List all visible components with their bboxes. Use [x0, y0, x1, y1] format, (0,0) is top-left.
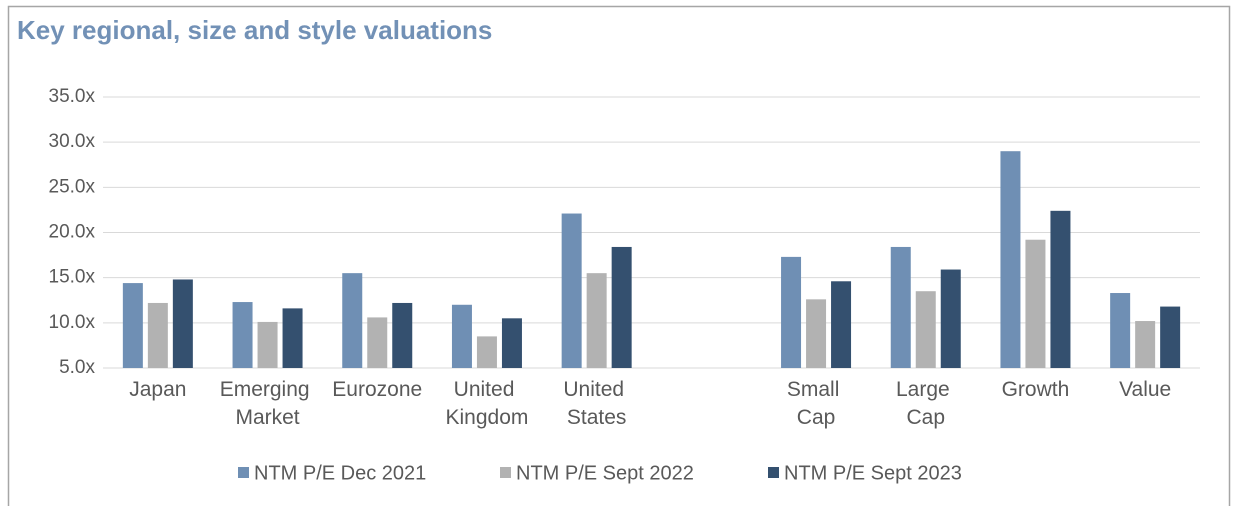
legend-swatch — [768, 467, 779, 478]
bar — [806, 299, 827, 368]
bar — [781, 256, 802, 368]
bar — [831, 281, 852, 368]
bar — [342, 273, 363, 368]
bar — [611, 246, 632, 368]
legend-label: NTM P/E Dec 2021 — [254, 462, 426, 484]
x-tick-label: Value — [1119, 378, 1171, 401]
legend-label: NTM P/E Sept 2022 — [516, 462, 694, 484]
bar — [282, 308, 303, 368]
x-tick-label: Growth — [1002, 378, 1070, 401]
x-tick-label: United Kingdom — [446, 378, 529, 429]
chart-title: Key regional, size and style valuations — [17, 15, 492, 45]
bar — [1160, 306, 1181, 368]
x-tick-label: Large Cap — [896, 378, 956, 429]
bar — [890, 246, 911, 368]
legend-swatch — [238, 467, 249, 478]
y-tick-label: 35.0x — [49, 86, 96, 107]
y-tick-label: 10.0x — [49, 312, 96, 333]
bar — [586, 273, 607, 368]
bar — [172, 279, 193, 368]
bar — [367, 317, 388, 368]
y-tick-label: 30.0x — [49, 131, 96, 152]
bar — [392, 302, 413, 368]
x-tick-label: Emerging Market — [220, 378, 316, 429]
bar — [1050, 210, 1071, 368]
x-tick-label: Small Cap — [787, 378, 845, 429]
x-tick-label: United States — [563, 378, 630, 429]
x-tick-label: Japan — [129, 378, 186, 401]
y-tick-label: 25.0x — [49, 176, 96, 197]
bar — [1000, 151, 1021, 368]
y-tick-label: 15.0x — [49, 267, 96, 288]
bar — [147, 302, 168, 368]
bar — [476, 336, 497, 368]
bar — [232, 302, 253, 368]
bar — [451, 304, 472, 368]
y-tick-label: 20.0x — [49, 222, 96, 243]
bar — [501, 318, 522, 368]
bar — [1025, 239, 1046, 368]
bar — [257, 321, 278, 368]
y-tick-label: 5.0x — [59, 357, 95, 378]
x-tick-label: Eurozone — [332, 378, 422, 401]
bar — [915, 291, 936, 368]
legend-label: NTM P/E Sept 2023 — [784, 462, 962, 484]
legend-swatch — [500, 467, 511, 478]
bar — [561, 213, 582, 368]
bar — [1135, 321, 1156, 368]
bar — [122, 283, 143, 368]
bar — [1110, 293, 1131, 368]
bar — [940, 269, 961, 368]
